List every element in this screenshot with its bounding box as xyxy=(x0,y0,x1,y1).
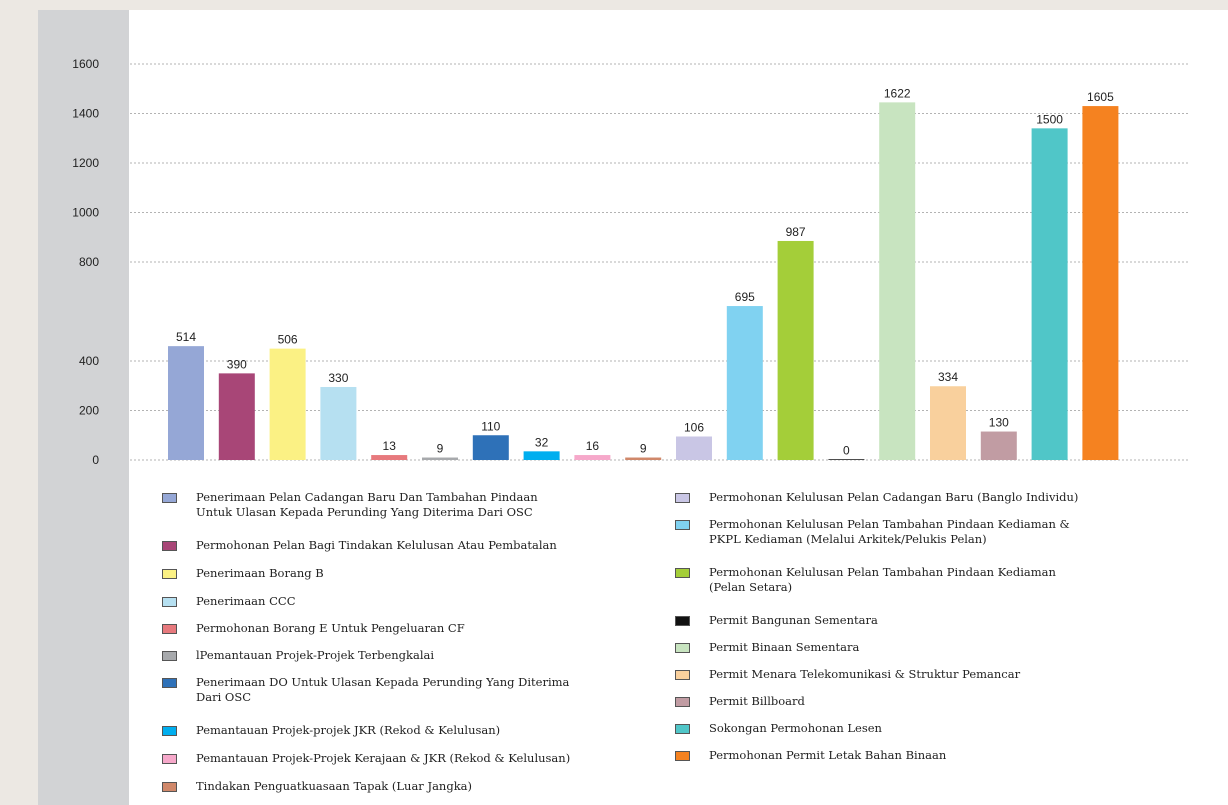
legend-label: Permohonan Permit Letak Bahan Binaan xyxy=(709,748,947,762)
y-tick-label: 1400 xyxy=(72,107,99,121)
legend-swatch xyxy=(162,726,177,736)
bar xyxy=(168,346,204,460)
y-tick-label: 800 xyxy=(79,255,99,269)
legend-swatch xyxy=(162,678,177,688)
legend-swatch xyxy=(162,754,177,764)
bar-value-label: 1605 xyxy=(1087,90,1114,104)
legend-swatch xyxy=(162,569,177,579)
bar xyxy=(1031,128,1068,460)
bar-value-label: 13 xyxy=(383,439,397,453)
bar-value-label: 9 xyxy=(640,442,647,456)
bar xyxy=(269,348,306,460)
legend-label: Pemantauan Projek-projek JKR (Rekod & Ke… xyxy=(196,723,501,737)
bar xyxy=(523,451,560,460)
bar xyxy=(1082,106,1119,460)
legend-label: Penerimaan Borang B xyxy=(196,566,324,580)
legend-label: Permohonan Borang E Untuk Pengeluaran CF xyxy=(196,621,465,635)
legend-label: lPemantauan Projek-Projek Terbengkalai xyxy=(196,648,435,662)
bar-value-label: 106 xyxy=(684,420,704,434)
bar-value-label: 506 xyxy=(278,333,298,347)
bar xyxy=(320,386,357,460)
bar-value-label: 9 xyxy=(437,442,444,456)
bar xyxy=(371,455,408,460)
legend-swatch xyxy=(675,520,690,530)
legend-swatch xyxy=(162,541,177,551)
legend-label: Permohonan Kelulusan Pelan Tambahan Pind… xyxy=(709,565,1056,594)
legend-label: Permohonan Kelulusan Pelan Cadangan Baru… xyxy=(709,490,1079,504)
legend-label: Permit Menara Telekomunikasi & Struktur … xyxy=(709,667,1021,681)
legend-swatch xyxy=(675,670,690,680)
bar-value-label: 130 xyxy=(989,416,1009,430)
legend-swatch xyxy=(162,782,177,792)
legend-swatch xyxy=(675,493,690,503)
legend-label: Permit Binaan Sementara xyxy=(709,640,860,654)
bar-value-label: 32 xyxy=(535,435,549,449)
bar xyxy=(930,386,966,460)
bar xyxy=(676,436,712,460)
legend-swatch xyxy=(162,493,177,503)
legend-swatch xyxy=(162,624,177,634)
legend-label: Permohonan Pelan Bagi Tindakan Kelulusan… xyxy=(196,538,557,552)
legend-swatch xyxy=(675,616,690,626)
bar xyxy=(980,431,1017,460)
legend-label: Pemantauan Projek-Projek Kerajaan & JKR … xyxy=(196,751,571,765)
bar xyxy=(777,240,814,460)
bar xyxy=(879,102,916,461)
bar-value-label: 390 xyxy=(227,357,247,371)
bar-value-label: 0 xyxy=(843,443,850,457)
bar-value-label: 330 xyxy=(328,371,348,385)
y-tick-label: 1200 xyxy=(72,156,99,170)
legend-label: Penerimaan CCC xyxy=(196,594,296,608)
y-tick-label: 400 xyxy=(79,354,99,368)
legend-swatch xyxy=(675,643,690,653)
legend-label: Penerimaan Pelan Cadangan Baru Dan Tamba… xyxy=(196,490,538,519)
legend-label: Penerimaan DO Untuk Ulasan Kepada Perund… xyxy=(196,675,570,704)
legend-label: Permit Billboard xyxy=(709,694,805,708)
legend-label: Permit Bangunan Sementara xyxy=(709,613,878,627)
bar-value-label: 1500 xyxy=(1036,112,1063,126)
y-tick-label: 0 xyxy=(92,453,99,467)
bar xyxy=(726,306,763,460)
y-tick-label: 1000 xyxy=(72,206,99,220)
bar-value-label: 16 xyxy=(586,439,600,453)
y-tick-label: 1600 xyxy=(72,57,99,71)
bar-value-label: 514 xyxy=(176,330,196,344)
bar-value-label: 334 xyxy=(938,370,958,384)
legend-swatch xyxy=(675,751,690,761)
bar xyxy=(828,459,865,460)
legend-swatch xyxy=(675,568,690,578)
y-tick-label: 200 xyxy=(79,404,99,418)
bar xyxy=(218,373,255,460)
bar-value-label: 987 xyxy=(786,225,806,239)
legend-label: Tindakan Penguatkuasaan Tapak (Luar Jang… xyxy=(196,779,473,793)
legend-label: Sokongan Permohonan Lesen xyxy=(709,721,882,735)
legend-swatch xyxy=(675,697,690,707)
legend-swatch xyxy=(162,597,177,607)
legend-swatch xyxy=(162,651,177,661)
bar xyxy=(574,455,611,460)
bar xyxy=(422,457,458,460)
sidebar-band xyxy=(38,10,129,805)
bar-value-label: 695 xyxy=(735,290,755,304)
legend-swatch xyxy=(675,724,690,734)
legend-label: Permohonan Kelulusan Pelan Tambahan Pind… xyxy=(709,517,1070,546)
bar-value-label: 1622 xyxy=(884,86,911,100)
bar-value-label: 110 xyxy=(481,419,500,433)
bar xyxy=(472,435,509,460)
bar xyxy=(625,457,662,460)
bar-chart: 0 200 400 800 1000 1200 1400 1600 514 390 506 330 13… xyxy=(72,57,1188,467)
